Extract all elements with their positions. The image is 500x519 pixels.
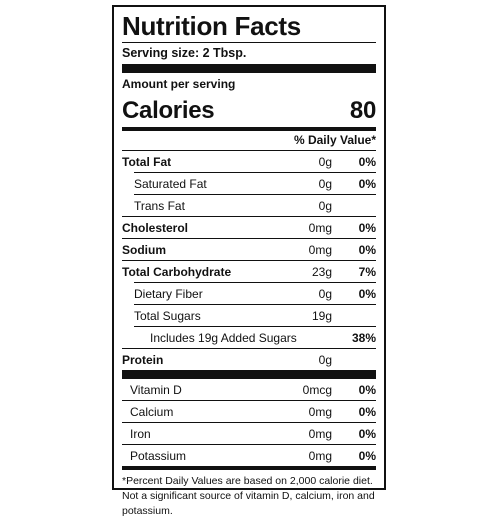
calories-row: Calories 80 <box>122 94 376 127</box>
nutrient-name: Total Fat <box>122 154 172 169</box>
nutrient-amount: 0g <box>318 198 332 213</box>
nutrient-daily-value: 7% <box>358 264 376 279</box>
nutrient-row-protein: Protein 0g <box>122 349 376 370</box>
nutrient-amount: 23g <box>311 264 332 279</box>
nutrient-name: Dietary Fiber <box>134 286 203 301</box>
vitamin-name: Iron <box>130 426 151 441</box>
nutrient-name: Sodium <box>122 242 166 257</box>
divider <box>134 326 376 327</box>
vitamin-row-iron: Iron 0mg 0% <box>122 423 376 444</box>
vitamin-name: Potassium <box>130 448 187 463</box>
divider-medium <box>122 127 376 131</box>
vitamin-amount: 0mg <box>308 426 332 441</box>
vitamin-daily-value: 0% <box>358 426 376 441</box>
vitamin-daily-value: 0% <box>358 448 376 463</box>
nutrient-name: Cholesterol <box>122 220 189 235</box>
calories-label: Calories <box>122 97 215 124</box>
calories-value: 80 <box>349 97 376 124</box>
nutrient-name: Total Sugars <box>134 308 201 323</box>
serving-size: Serving size: 2 Tbsp. <box>122 46 247 60</box>
nutrient-name: Total Carbohydrate <box>122 264 232 279</box>
nutrient-amount: 0g <box>318 176 332 191</box>
nutrient-row-total-carbohydrate: Total Carbohydrate 23g 7% <box>122 261 376 282</box>
vitamin-daily-value: 0% <box>358 382 376 397</box>
divider <box>122 42 376 43</box>
divider-thick <box>122 370 376 379</box>
divider <box>122 260 376 261</box>
amount-per-serving: Amount per serving <box>122 77 236 91</box>
divider <box>134 194 376 195</box>
nutrient-daily-value: 0% <box>358 220 376 235</box>
nutrient-name: Saturated Fat <box>134 176 207 191</box>
nutrient-amount: 0mg <box>308 220 332 235</box>
divider <box>122 422 376 423</box>
nutrition-facts-label: Nutrition Facts Serving size: 2 Tbsp. Am… <box>112 5 386 517</box>
nutrient-daily-value: 0% <box>358 176 376 191</box>
nutrient-amount: 0mg <box>308 242 332 257</box>
nutrient-amount: 0g <box>318 154 332 169</box>
nutrient-name: Trans Fat <box>134 198 185 213</box>
footnote: *Percent Daily Values are based on 2,000… <box>122 475 375 517</box>
vitamin-amount: 0mg <box>308 404 332 419</box>
vitamin-amount: 0mg <box>308 448 332 463</box>
vitamin-name: Calcium <box>130 404 174 419</box>
nutrient-amount: 0g <box>318 286 332 301</box>
nutrient-daily-value: 38% <box>351 330 376 345</box>
nutrient-daily-value: 0% <box>358 154 376 169</box>
vitamin-row-potassium: Potassium 0mg 0% <box>122 445 376 466</box>
vitamin-amount: 0mcg <box>302 382 332 397</box>
divider <box>122 348 376 349</box>
divider <box>122 216 376 217</box>
nutrient-name: Protein <box>122 352 164 367</box>
nutrient-amount: 0g <box>318 352 332 367</box>
label-title: Nutrition Facts <box>122 11 301 41</box>
nutrient-row-dietary-fiber: Dietary Fiber 0g 0% <box>122 283 376 304</box>
nutrient-row-total-fat: Total Fat 0g 0% <box>122 151 376 172</box>
daily-value-header: % Daily Value* <box>293 133 376 147</box>
divider <box>134 172 376 173</box>
nutrient-row-trans-fat: Trans Fat 0g <box>122 195 376 216</box>
vitamin-row-vitamin-d: Vitamin D 0mcg 0% <box>122 379 376 400</box>
divider <box>122 150 376 151</box>
nutrient-daily-value: 0% <box>358 286 376 301</box>
nutrient-row-added-sugars: Includes 19g Added Sugars 38% <box>122 327 376 348</box>
divider-medium <box>122 466 376 470</box>
vitamin-name: Vitamin D <box>130 382 182 397</box>
nutrient-row-cholesterol: Cholesterol 0mg 0% <box>122 217 376 238</box>
divider <box>134 304 376 305</box>
nutrient-row-saturated-fat: Saturated Fat 0g 0% <box>122 173 376 194</box>
divider-thick <box>122 64 376 73</box>
vitamin-row-calcium: Calcium 0mg 0% <box>122 401 376 422</box>
divider <box>134 282 376 283</box>
nutrient-daily-value: 0% <box>358 242 376 257</box>
vitamin-daily-value: 0% <box>358 404 376 419</box>
divider <box>122 238 376 239</box>
divider <box>122 444 376 445</box>
nutrient-row-sodium: Sodium 0mg 0% <box>122 239 376 260</box>
nutrient-name: Includes 19g Added Sugars <box>150 330 297 345</box>
nutrient-amount: 19g <box>311 308 332 323</box>
nutrient-row-total-sugars: Total Sugars 19g <box>122 305 376 326</box>
divider <box>122 400 376 401</box>
